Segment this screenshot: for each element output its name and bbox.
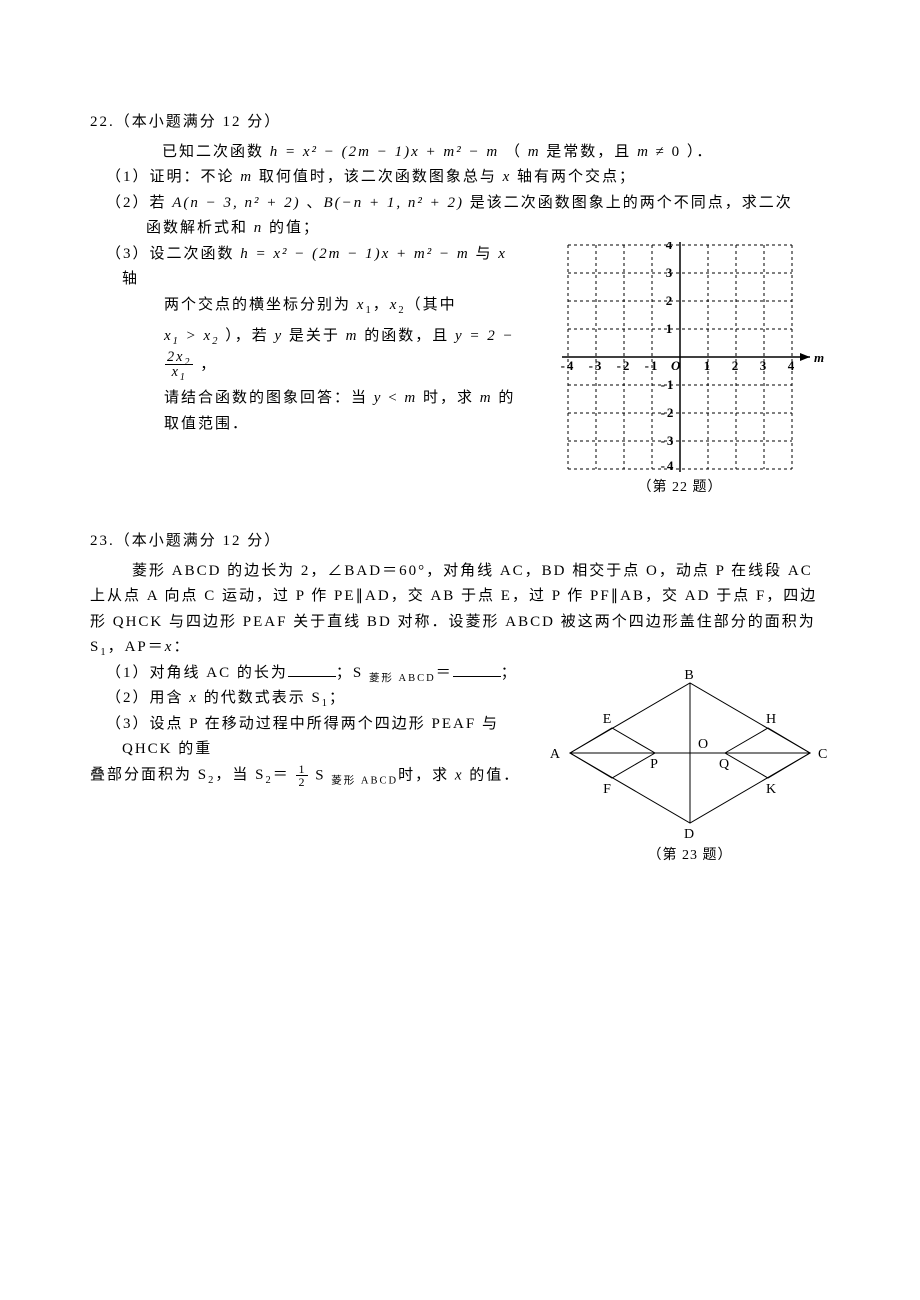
svg-text:O: O [698, 737, 710, 752]
text: S1，AP＝ [90, 639, 165, 655]
math-B: B(−n + 1, n² + 2) [323, 195, 464, 211]
problem-22-part2-line1: （2）若 A(n − 3, n² + 2) 、B(−n + 1, n² + 2)… [106, 191, 830, 217]
svg-text:K: K [766, 782, 778, 797]
problem-22-part1: （1）证明：不论 m 取何值时，该二次函数图象总与 x 轴有两个交点； [106, 165, 830, 191]
fraction: 1 2 [295, 763, 309, 789]
svg-text:E: E [603, 712, 614, 727]
svg-text:-4: -4 [661, 458, 676, 472]
problem-23: 23.（本小题满分 12 分） 菱形 ABCD 的边长为 2，∠BAD＝60°，… [90, 529, 830, 867]
text: （3）设二次函数 [106, 246, 240, 262]
problem-22-heading: 22.（本小题满分 12 分） [90, 110, 830, 136]
eq: y = 2 − [455, 328, 515, 344]
svg-text:O: O [671, 358, 682, 373]
subscript: 菱形 ABCD [331, 775, 398, 786]
blank-2 [453, 661, 501, 677]
text: （2）若 [106, 195, 172, 211]
svg-text:2: 2 [732, 358, 741, 373]
numerator: 2x2 [165, 350, 193, 366]
problem-22-part3-wrap: （3）设二次函数 h = x² − (2m − 1)x + m² − m 与 x… [90, 242, 830, 500]
rhombus-diagram: A B C D E F H K P Q O [550, 665, 830, 840]
svg-text:-2: -2 [617, 358, 632, 373]
line: 菱形 ABCD 的边长为 2，∠BAD＝60°，对角线 AC，BD 相交于点 O… [90, 559, 830, 585]
svg-text:3: 3 [760, 358, 769, 373]
svg-text:-4: -4 [561, 358, 576, 373]
svg-text:-3: -3 [661, 433, 676, 448]
svg-text:-1: -1 [645, 358, 660, 373]
line: x1 > x2 ），若 y 是关于 m 的函数，且 y = 2 − 2x2 x1… [164, 324, 520, 380]
svg-text:4: 4 [788, 358, 797, 373]
svg-text:-3: -3 [589, 358, 604, 373]
line: （3）设二次函数 h = x² − (2m − 1)x + m² − m 与 x… [106, 242, 520, 293]
svg-text:3: 3 [666, 265, 675, 280]
figure-22-caption: （第 22 题） [530, 476, 830, 500]
text: ； [501, 665, 518, 681]
svg-text:A: A [550, 747, 562, 762]
text: 请结合函数的图象回答：当 y < m 时，求 m 的 [164, 390, 515, 406]
svg-text:1: 1 [704, 358, 713, 373]
text: 函数解析式和 n 的值； [146, 220, 320, 236]
svg-text:D: D [684, 827, 696, 840]
math: h = x² − (2m − 1)x + m² − m [240, 246, 469, 262]
text: （ m 是常数，且 m ≠ 0 ）． [505, 144, 713, 160]
text: （1）对角线 AC 的长为 [106, 665, 288, 681]
problem-23-body: 菱形 ABCD 的边长为 2，∠BAD＝60°，对角线 AC，BD 相交于点 O… [90, 559, 830, 661]
line: S1，AP＝x： [90, 635, 830, 661]
blank-1 [288, 661, 336, 677]
text: ＝ [436, 665, 453, 681]
svg-text:-2: -2 [661, 405, 676, 420]
text: （1）证明：不论 m 取何值时，该二次函数图象总与 x 轴有两个交点； [106, 169, 636, 185]
text: ；S [336, 665, 369, 681]
text: 已知二次函数 [162, 144, 270, 160]
text: （2）用含 x 的代数式表示 S1； [106, 690, 346, 706]
text: ），若 y 是关于 m 的函数，且 [219, 328, 455, 344]
svg-text:m: m [814, 350, 826, 365]
figure-23-caption: （第 23 题） [550, 844, 830, 868]
svg-text:P: P [650, 757, 660, 772]
problem-22-given: 已知二次函数 h = x² − (2m − 1)x + m² − m （ m 是… [162, 140, 830, 166]
subscript: 菱形 ABCD [369, 673, 436, 684]
text: ： [173, 639, 190, 655]
problem-22-part3-text: （3）设二次函数 h = x² − (2m − 1)x + m² − m 与 x… [90, 242, 520, 438]
text: 时，求 x 的值． [398, 767, 520, 783]
svg-text:Q: Q [719, 757, 731, 772]
text: S [315, 767, 331, 783]
text: 是该二次函数图象上的两个不同点，求二次 [464, 195, 793, 211]
svg-text:1: 1 [666, 321, 675, 336]
denominator: x1 [165, 365, 193, 380]
problem-22: 22.（本小题满分 12 分） 已知二次函数 h = x² − (2m − 1)… [90, 110, 830, 499]
line: 取值范围． [164, 412, 520, 438]
svg-text:4: 4 [666, 242, 675, 252]
problem-23-figure: A B C D E F H K P Q O （第 23 题） [550, 665, 830, 868]
svg-text:H: H [766, 712, 778, 727]
text: 、 [301, 195, 324, 211]
text: x1 > x2 [164, 328, 219, 344]
problem-22-part2-line2: 函数解析式和 n 的值； [146, 216, 830, 242]
problem-22-figure: -4 -3 -2 -1 1 2 3 4 1 2 3 4 -1 [530, 242, 830, 500]
page: 22.（本小题满分 12 分） 已知二次函数 h = x² − (2m − 1)… [0, 0, 920, 1300]
line: 上从点 A 向点 C 运动，过 P 作 PE∥AD，交 AB 于点 E，过 P … [90, 584, 830, 610]
text: 叠部分面积为 S2，当 S2＝ [90, 767, 290, 783]
text: 两个交点的横坐标分别为 x1，x2（其中 [164, 297, 457, 313]
svg-text:2: 2 [666, 293, 675, 308]
math: h = x² − (2m − 1)x + m² − m [270, 144, 499, 160]
svg-text:F: F [603, 782, 613, 797]
fraction: 2x2 x1 [164, 350, 194, 381]
line: 请结合函数的图象回答：当 y < m 时，求 m 的 [164, 386, 520, 412]
svg-text:C: C [818, 747, 829, 762]
denominator: 2 [296, 776, 308, 789]
svg-text:B: B [684, 668, 695, 683]
math-A: A(n − 3, n² + 2) [172, 195, 300, 211]
numerator: 1 [296, 763, 308, 777]
problem-23-parts-wrap: A B C D E F H K P Q O （第 23 题） [90, 661, 830, 868]
line: 两个交点的横坐标分别为 x1，x2（其中 [164, 293, 520, 319]
line: 形 QHCK 与四边形 PEAF 关于直线 BD 对称．设菱形 ABCD 被这两… [90, 610, 830, 636]
grid-chart: -4 -3 -2 -1 1 2 3 4 1 2 3 4 -1 [530, 242, 830, 472]
problem-23-heading: 23.（本小题满分 12 分） [90, 529, 830, 555]
text: ， [200, 356, 217, 372]
svg-text:-1: -1 [661, 377, 676, 392]
